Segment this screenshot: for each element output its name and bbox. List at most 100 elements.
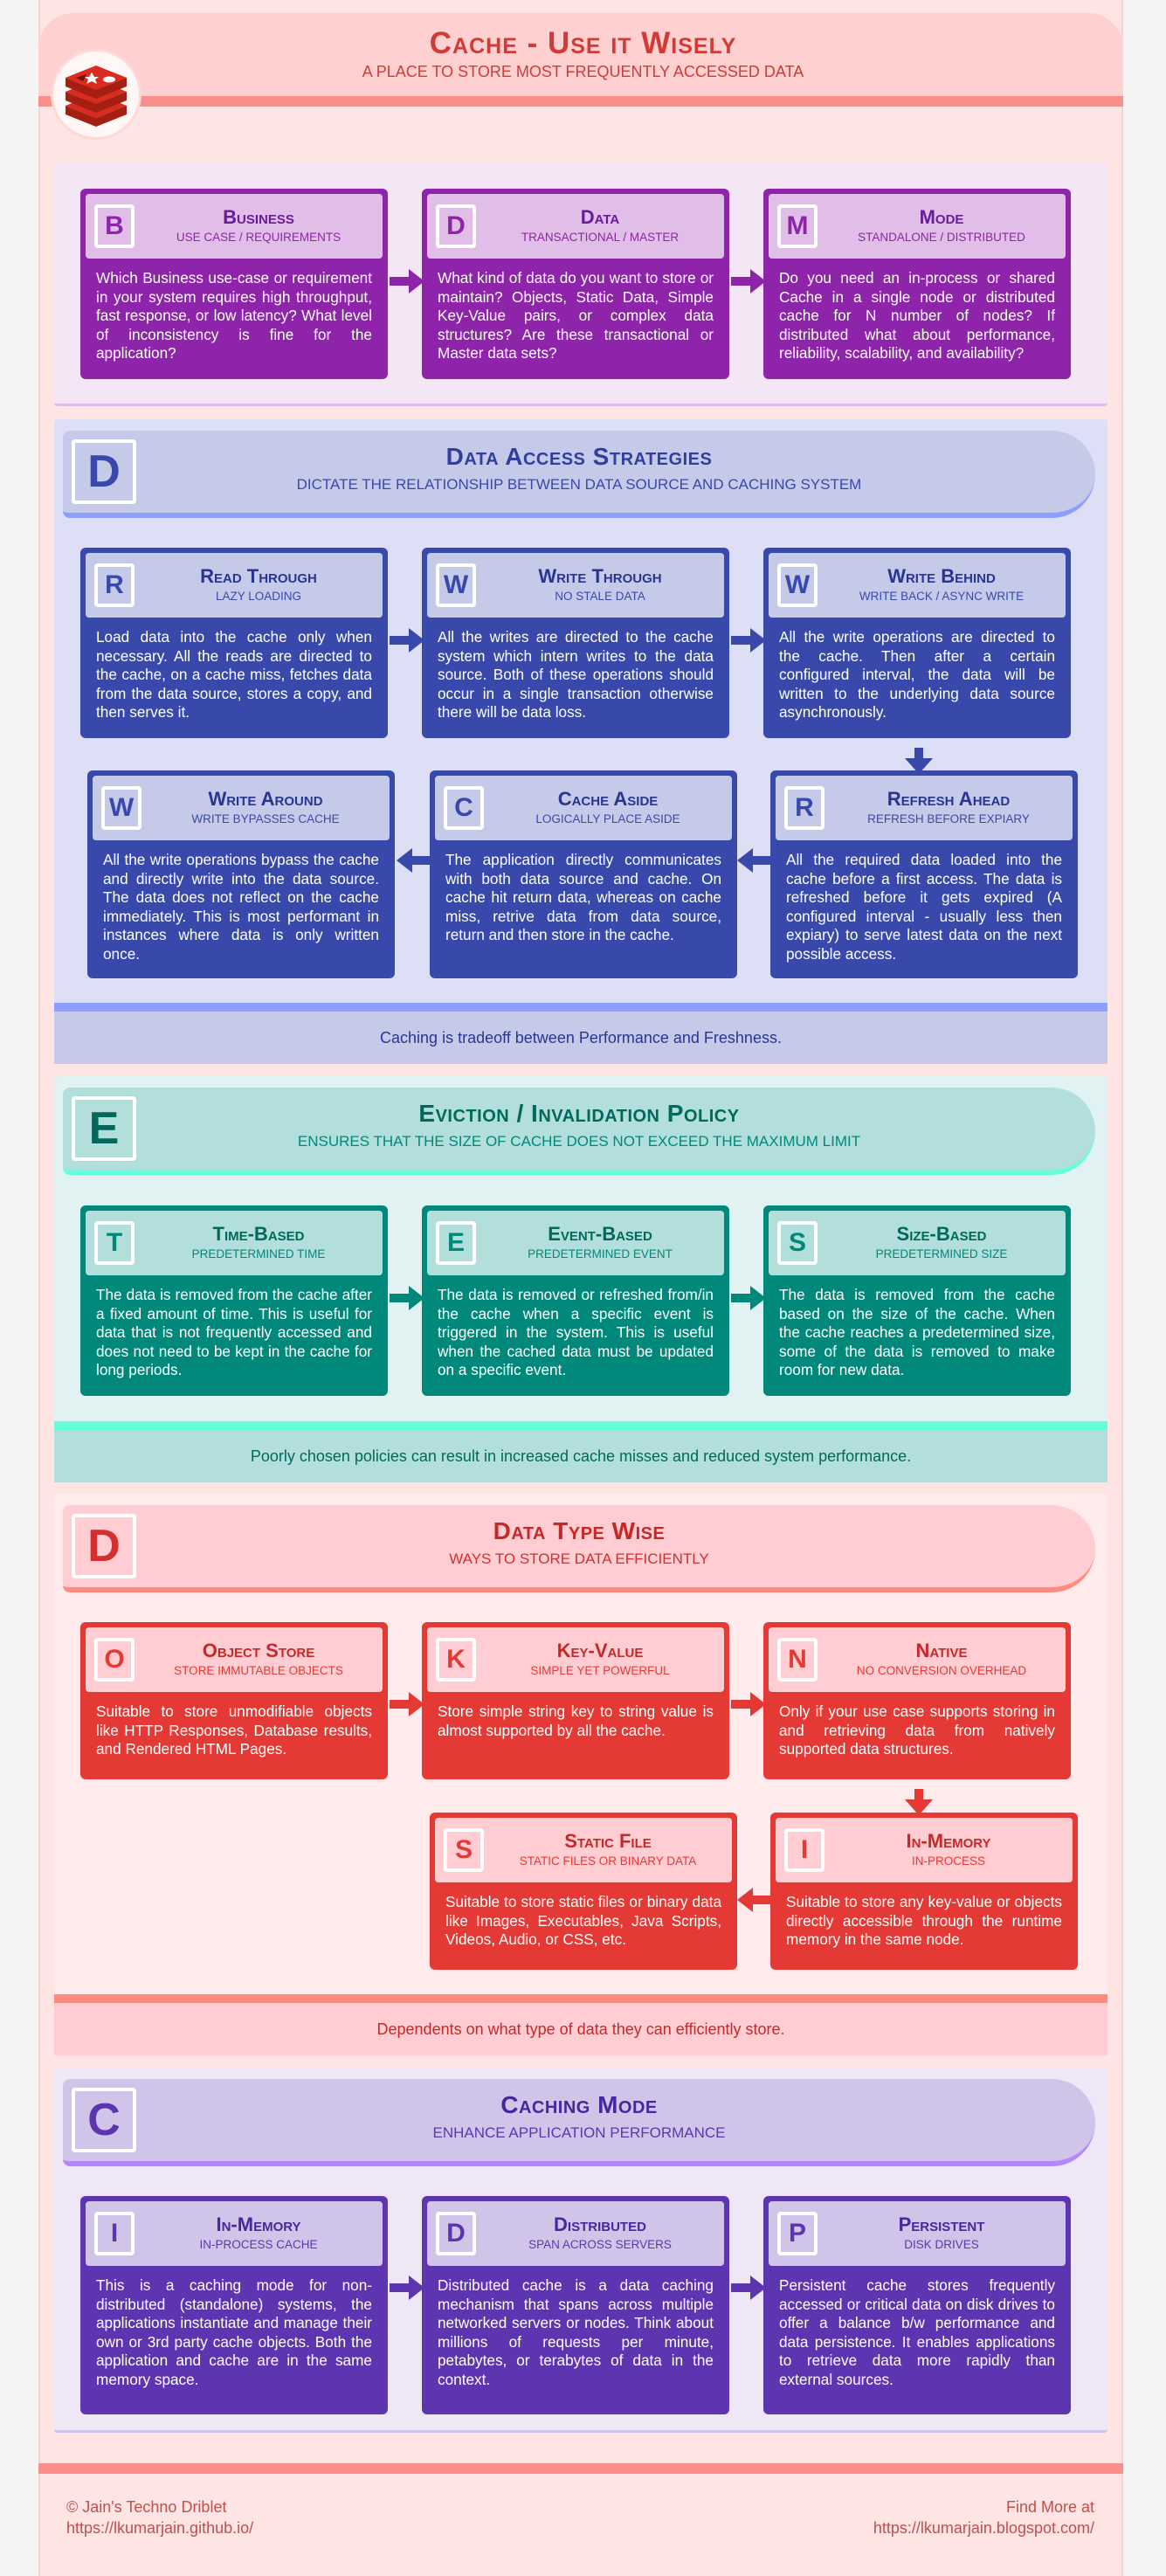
card-title: Persistent (898, 2213, 985, 2235)
card-letter: R (94, 563, 135, 607)
card-letter: R (784, 786, 824, 830)
card-title: Distributed (554, 2213, 646, 2235)
mode-subtitle: ENHANCE APPLICATION PERFORMANCE (432, 2124, 726, 2141)
card-subtitle: REFRESH BEFORE EXPIARY (867, 812, 1030, 825)
eviction-title: Eviction / Invalidation Policy (418, 1100, 740, 1127)
eviction-card-3: S Size-Based PREDETERMINED SIZE The data is… (763, 1205, 1071, 1396)
datatype-card-1: O Object Store STORE IMMUTABLE OBJECTS Suit… (80, 1622, 388, 1779)
access-note-band (54, 1003, 1107, 1012)
access-header: D Data Access Strategies DICTATE THE REL… (63, 431, 1095, 518)
card-header: I In-Memory IN-PROCESS CACHE (86, 2201, 383, 2266)
flow-arrow-icon (737, 1888, 772, 1916)
datatype-card-4: S Static File STATIC FILES OR BINARY DATA S… (430, 1813, 737, 1970)
access-title: Data Access Strategies (445, 443, 713, 470)
copyright-text: © Jain's Techno Driblet (66, 2498, 227, 2516)
card-header: S Static File STATIC FILES OR BINARY DATA (435, 1818, 732, 1882)
title-divider (38, 96, 1123, 107)
card-header: C Cache Aside LOGICALLY PLACE ASIDE (435, 776, 732, 840)
card-header: E Event-Based PREDETERMINED EVENT (427, 1211, 724, 1275)
datatype-card-3: N Native NO CONVERSION OVERHEAD Only if you… (763, 1622, 1071, 1779)
flow-arrow-icon (737, 848, 772, 877)
card-letter: D (436, 204, 476, 248)
card-subtitle: STORE IMMUTABLE OBJECTS (174, 1664, 343, 1677)
card-description: Which Business use-case or requirement i… (96, 269, 372, 362)
datatype-card-5: I In-Memory IN-PROCESS Suitable to store an… (770, 1813, 1078, 1970)
card-title: Data (580, 206, 620, 228)
mode-title: Caching Mode (500, 2091, 658, 2118)
flow-arrow-icon (731, 2276, 766, 2304)
flow-arrow-icon (390, 2276, 424, 2304)
card-header: W Write Through NO STALE DATA (427, 553, 724, 618)
card-header: P Persistent DISK DRIVES (769, 2201, 1066, 2266)
card-title: In-Memory (216, 2213, 301, 2235)
card-letter: D (436, 2212, 476, 2255)
card-subtitle: STATIC FILES OR BINARY DATA (519, 1854, 697, 1868)
card-letter: I (784, 1828, 824, 1872)
card-title: Mode (919, 206, 964, 228)
eviction-note-band (54, 1421, 1107, 1430)
card-header: B Business USE CASE / REQUIREMENTS (86, 194, 383, 259)
card-subtitle: PREDETERMINED TIME (191, 1247, 326, 1260)
flow-arrow-icon (397, 848, 431, 877)
flow-arrow-icon (905, 748, 933, 778)
access-note: Caching is tradeoff between Performance … (54, 1012, 1107, 1064)
card-title: Size-Based (896, 1223, 987, 1245)
card-title: Write Through (538, 565, 662, 587)
eviction-note: Poorly chosen policies can result in inc… (54, 1430, 1107, 1482)
card-letter: S (444, 1828, 484, 1872)
card-subtitle: TRANSACTIONAL / MASTER (521, 231, 680, 244)
card-letter: W (101, 786, 141, 830)
card-description: Store simple string key to string value … (438, 1702, 714, 1739)
card-description: Distributed cache is a data caching mech… (438, 2276, 714, 2388)
card-description: The data is removed from the cache based… (779, 1286, 1055, 1378)
datatype-header: D Data Type Wise WAYS TO STORE DATA EFFI… (63, 1505, 1095, 1592)
card-title: Event-Based (548, 1223, 652, 1245)
datatype-note: Dependents on what type of data they can… (54, 2003, 1107, 2055)
bdm-card-2: D Data TRANSACTIONAL / MASTER What kind of … (422, 189, 729, 379)
card-title: Key-Value (556, 1640, 644, 1661)
card-header: D Distributed SPAN ACROSS SERVERS (427, 2201, 724, 2266)
card-title: In-Memory (906, 1830, 991, 1852)
author-link[interactable]: https://lkumarjain.github.io/ (66, 2519, 254, 2537)
eviction-subtitle: ENSURES THAT THE SIZE OF CACHE DOES NOT … (297, 1133, 861, 1150)
eviction-card-2: E Event-Based PREDETERMINED EVENT The data … (422, 1205, 729, 1396)
eviction-card-1: T Time-Based PREDETERMINED TIME The data is… (80, 1205, 388, 1396)
datatype-card-2: K Key-Value SIMPLE YET POWERFUL Store simpl… (422, 1622, 729, 1779)
card-letter: B (94, 204, 135, 248)
card-letter: O (94, 1638, 135, 1682)
card-subtitle: IN-PROCESS CACHE (199, 2238, 318, 2251)
flow-arrow-icon (731, 1286, 766, 1315)
card-description: What kind of data do you want to store o… (438, 269, 714, 362)
card-letter: S (777, 1221, 818, 1265)
flow-arrow-icon (390, 1692, 424, 1721)
mode-card-2: D Distributed SPAN ACROSS SERVERS Distribut… (422, 2196, 729, 2414)
card-header: K Key-Value SIMPLE YET POWERFUL (427, 1627, 724, 1692)
card-letter: C (444, 786, 484, 830)
card-letter: P (777, 2212, 818, 2255)
card-description: Suitable to store unmodifiable objects l… (96, 1702, 372, 1758)
card-letter: E (436, 1221, 476, 1265)
card-description: Load data into the cache only when neces… (96, 628, 372, 721)
card-header: T Time-Based PREDETERMINED TIME (86, 1211, 383, 1275)
card-title: Native (915, 1640, 968, 1661)
eviction-header: E Eviction / Invalidation Policy ENSURES… (63, 1088, 1095, 1175)
card-header: I In-Memory IN-PROCESS (776, 1818, 1073, 1882)
card-subtitle: SIMPLE YET POWERFUL (530, 1664, 670, 1677)
flow-arrow-icon (390, 1286, 424, 1315)
blog-link[interactable]: https://lkumarjain.blogspot.com/ (873, 2519, 1094, 2537)
card-title: Static File (564, 1830, 652, 1852)
card-subtitle: USE CASE / REQUIREMENTS (176, 231, 342, 244)
find-more-text: Find More at (1005, 2498, 1094, 2516)
bdm-card-3: M Mode STANDALONE / DISTRIBUTED Do you need… (763, 189, 1071, 379)
card-header: W Write Around WRITE BYPASSES CACHE (93, 776, 390, 840)
card-letter: I (94, 2212, 135, 2255)
card-title: Read Through (200, 565, 317, 587)
datatype-note-band (54, 1994, 1107, 2003)
card-letter: W (777, 563, 818, 607)
card-subtitle: PREDETERMINED EVENT (528, 1247, 673, 1260)
card-description: All the write operations bypass the cach… (103, 851, 379, 963)
mode-card-3: P Persistent DISK DRIVES Persistent cache s… (763, 2196, 1071, 2414)
card-subtitle: PREDETERMINED SIZE (875, 1247, 1008, 1260)
card-description: Persistent cache stores frequently acces… (779, 2276, 1055, 2388)
card-description: Do you need an in-process or shared Cach… (779, 269, 1055, 362)
